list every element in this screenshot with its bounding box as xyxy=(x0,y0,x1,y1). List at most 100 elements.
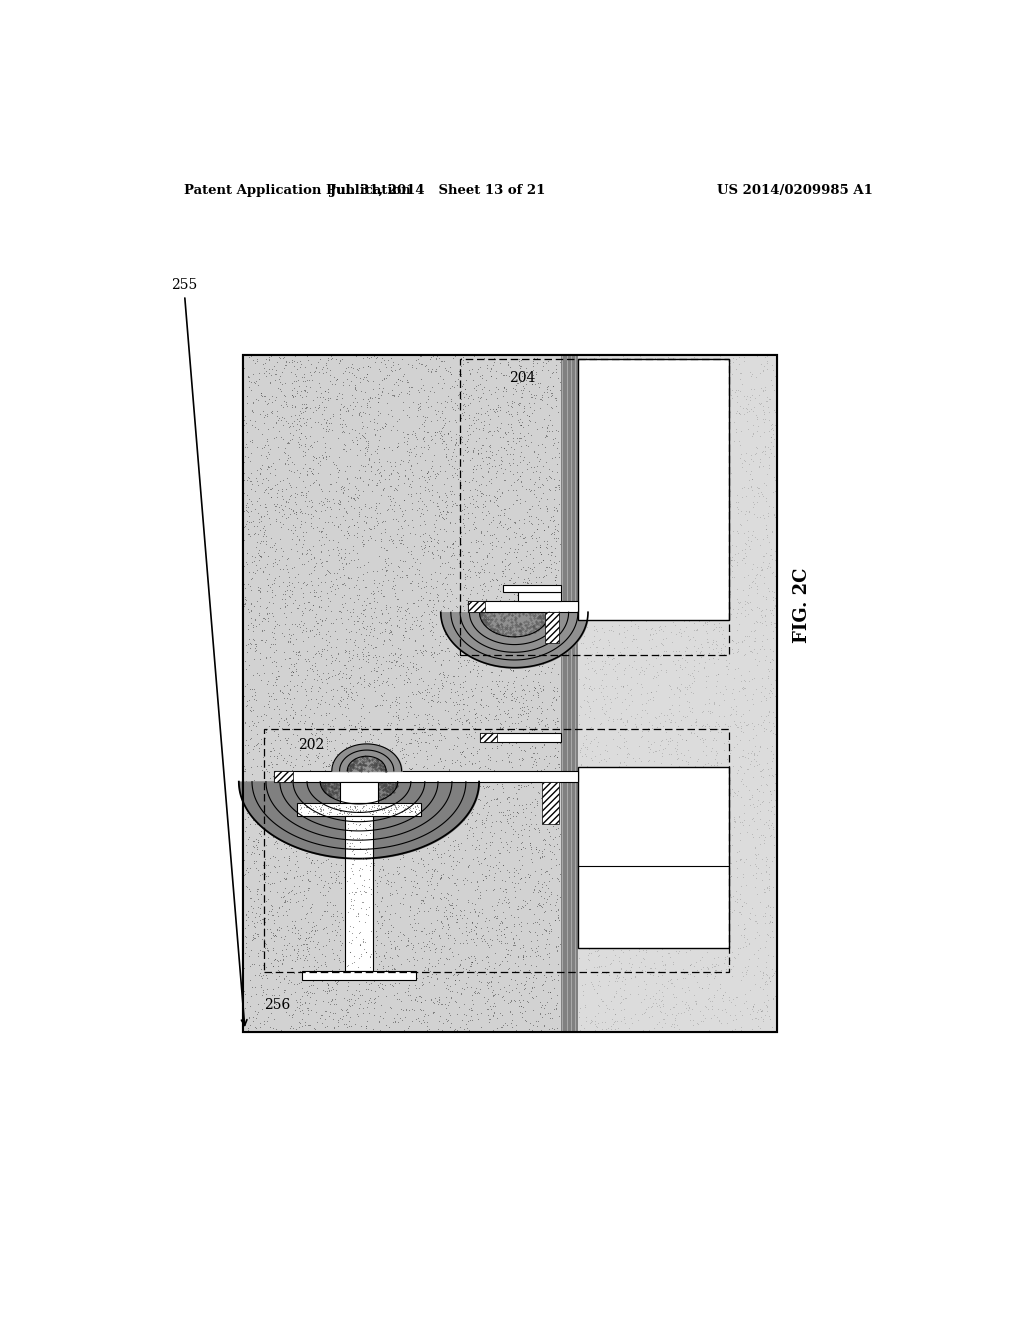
Point xyxy=(439,718,456,739)
Point xyxy=(550,965,566,986)
Point xyxy=(445,557,462,578)
Point xyxy=(304,661,321,682)
Point xyxy=(427,668,443,689)
Point xyxy=(282,671,298,692)
Point xyxy=(754,862,770,883)
Point xyxy=(573,550,590,572)
Point xyxy=(530,748,547,770)
Point xyxy=(344,869,360,890)
Point xyxy=(515,375,531,396)
Point xyxy=(529,418,546,440)
Point xyxy=(265,627,282,648)
Point xyxy=(590,886,606,907)
Point xyxy=(404,998,421,1019)
Point xyxy=(257,957,273,978)
Point xyxy=(611,359,628,380)
Point xyxy=(696,841,713,862)
Point xyxy=(700,867,717,888)
Point xyxy=(511,348,527,370)
Point xyxy=(374,686,390,708)
Point xyxy=(504,871,520,892)
Point xyxy=(249,348,265,370)
Point xyxy=(310,397,327,418)
Point xyxy=(548,362,564,383)
Point xyxy=(391,358,408,379)
Point xyxy=(343,855,359,876)
Point xyxy=(529,1011,546,1032)
Point xyxy=(257,496,273,517)
Point xyxy=(530,614,547,635)
Point xyxy=(414,948,430,969)
Point xyxy=(623,582,639,603)
Point xyxy=(313,414,330,436)
Point xyxy=(293,797,309,818)
Point xyxy=(530,635,547,656)
Point xyxy=(360,437,377,458)
Point xyxy=(602,469,618,490)
Point xyxy=(413,803,429,824)
Point xyxy=(310,726,327,747)
Point xyxy=(667,517,683,539)
Point xyxy=(691,426,708,447)
Point xyxy=(372,470,388,491)
Point xyxy=(651,1011,668,1032)
Point xyxy=(338,688,354,709)
Point xyxy=(622,983,638,1005)
Point xyxy=(532,477,549,498)
Point xyxy=(299,797,315,818)
Point xyxy=(534,610,550,631)
Point xyxy=(325,975,341,997)
Point xyxy=(601,932,617,953)
Point xyxy=(519,708,536,729)
Point xyxy=(607,593,624,614)
Point xyxy=(717,774,733,795)
Point xyxy=(365,931,381,952)
Point xyxy=(334,906,350,927)
Point xyxy=(720,767,736,788)
Point xyxy=(728,536,744,557)
Point xyxy=(640,717,656,738)
Point xyxy=(758,515,774,536)
Point xyxy=(550,474,566,495)
Point xyxy=(283,734,299,755)
Point xyxy=(444,799,461,820)
Point xyxy=(271,920,288,941)
Point xyxy=(508,655,524,676)
Point xyxy=(419,758,435,779)
Point xyxy=(610,550,627,572)
Point xyxy=(537,900,553,921)
Point xyxy=(275,396,292,417)
Point xyxy=(708,363,724,384)
Point xyxy=(260,826,276,847)
Point xyxy=(361,843,378,865)
Point xyxy=(597,701,613,722)
Point xyxy=(341,796,357,817)
Point xyxy=(627,492,643,513)
Point xyxy=(500,351,516,372)
Point xyxy=(333,477,349,498)
Point xyxy=(591,970,607,991)
Point xyxy=(667,1007,683,1028)
Point xyxy=(492,878,508,899)
Point xyxy=(452,689,468,710)
Point xyxy=(502,804,518,825)
Point xyxy=(672,437,688,458)
Point xyxy=(618,470,635,491)
Point xyxy=(293,416,309,437)
Point xyxy=(529,672,546,693)
Point xyxy=(285,820,301,841)
Point xyxy=(755,545,771,566)
Point xyxy=(574,445,591,466)
Point xyxy=(285,385,301,407)
Point xyxy=(239,932,255,953)
Point xyxy=(483,384,500,405)
Point xyxy=(476,524,493,545)
Point xyxy=(723,549,739,570)
Text: 255: 255 xyxy=(171,279,247,1026)
Point xyxy=(261,513,278,535)
Point xyxy=(524,791,541,812)
Point xyxy=(441,649,458,671)
Point xyxy=(496,701,512,722)
Point xyxy=(374,574,390,595)
Point xyxy=(287,614,303,635)
